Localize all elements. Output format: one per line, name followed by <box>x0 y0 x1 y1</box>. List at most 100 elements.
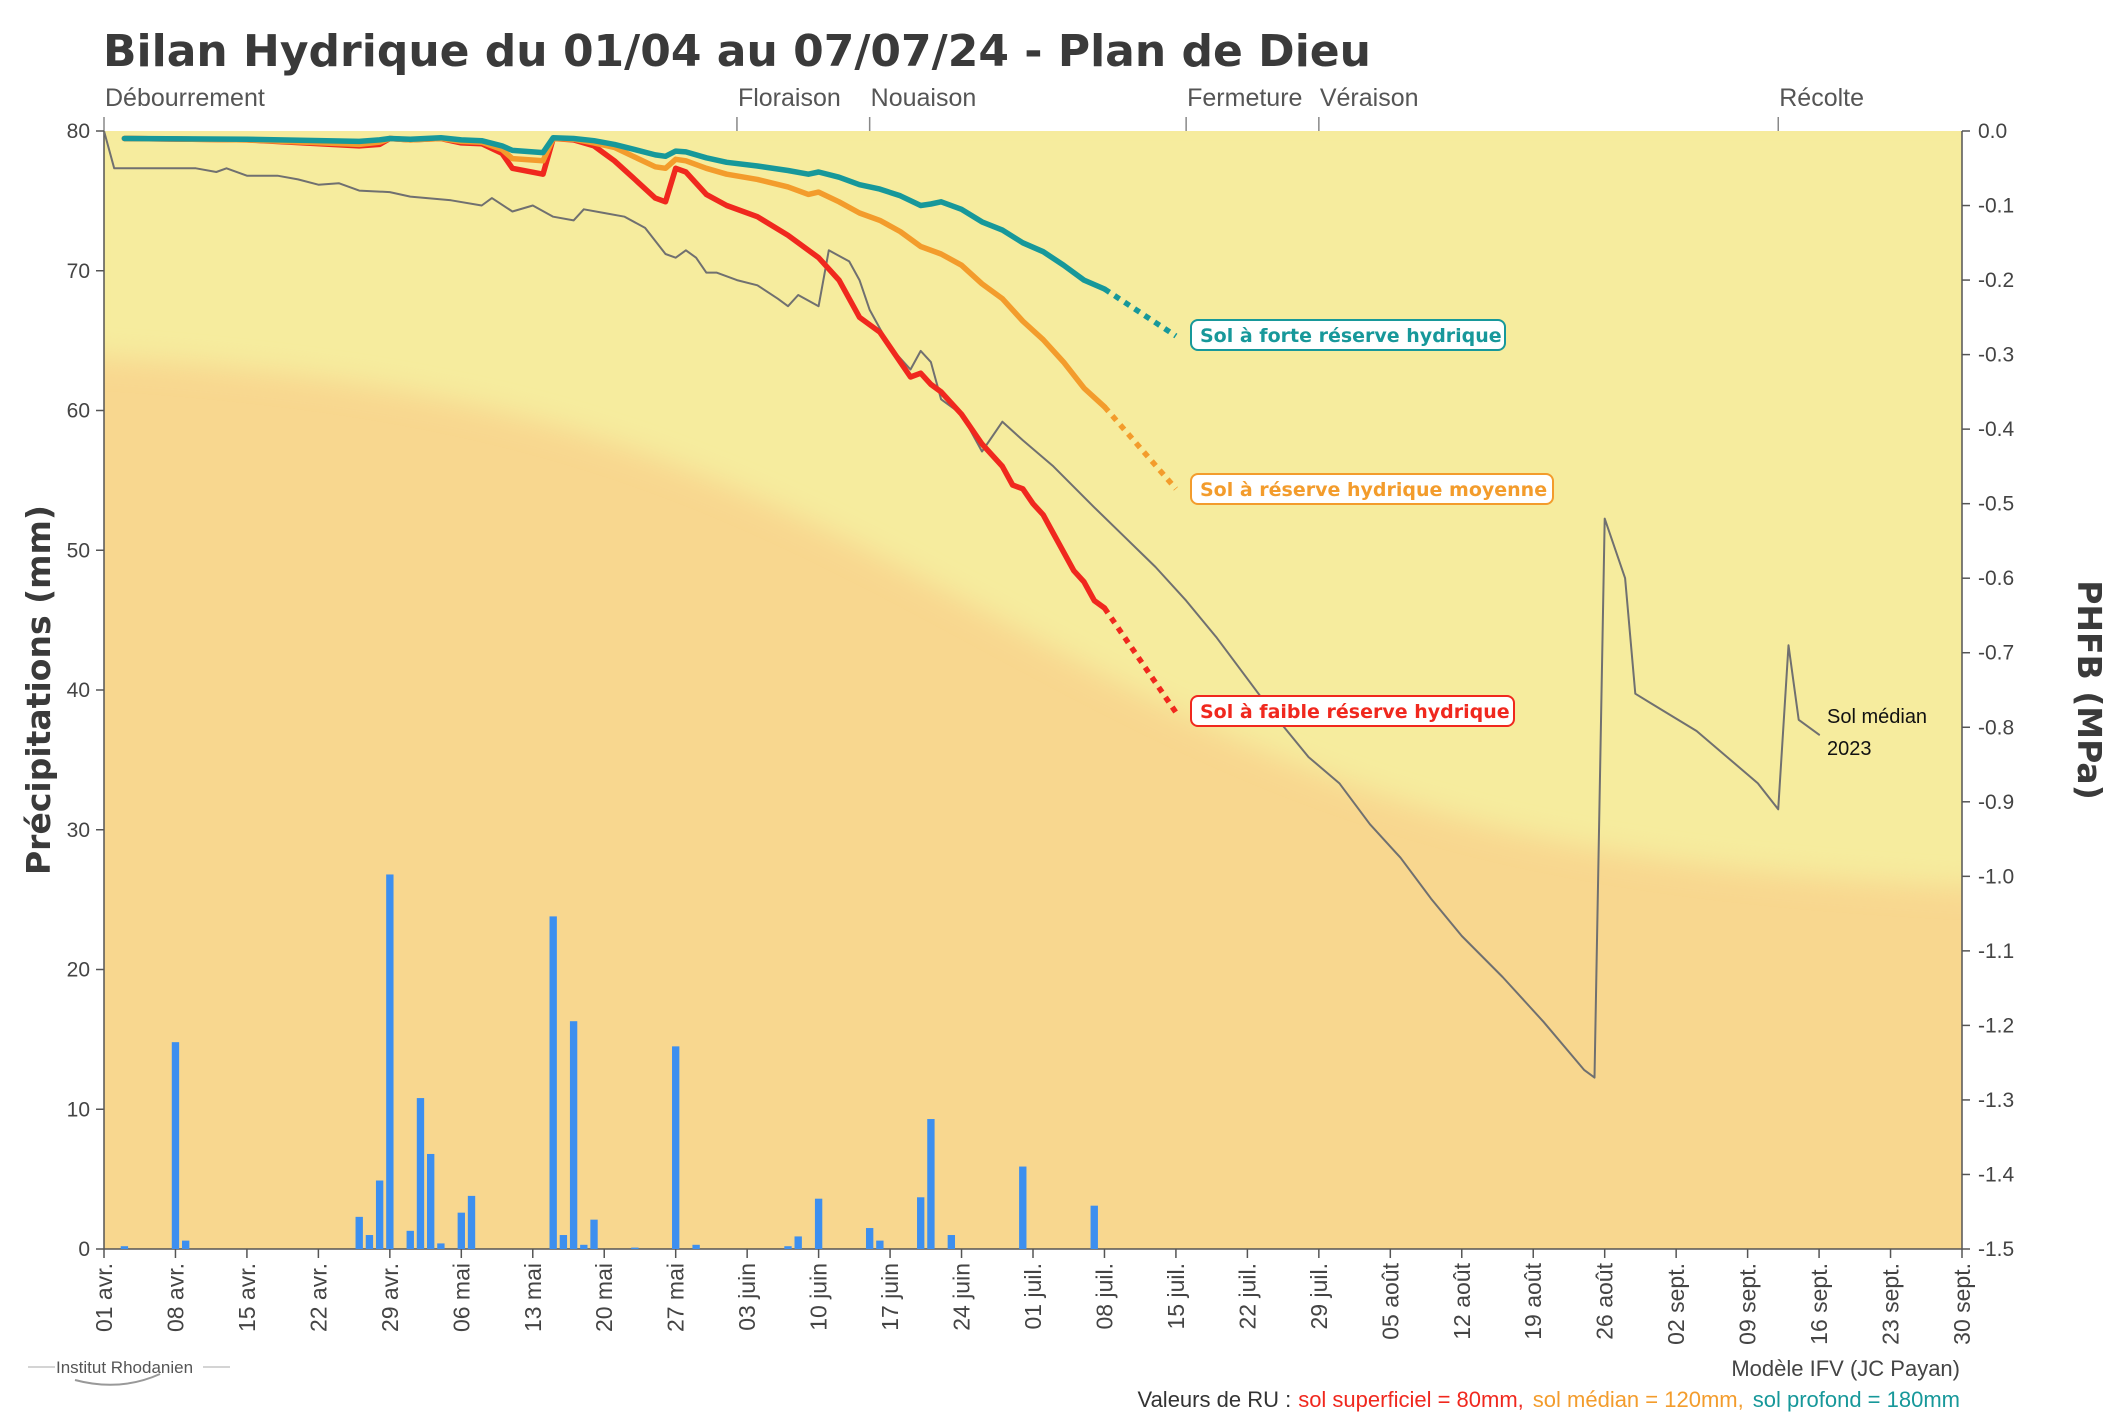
rain-bar <box>672 1046 680 1249</box>
x-tick-label: 15 avr. <box>234 1263 260 1332</box>
rain-bar <box>569 1021 578 1249</box>
rain-bar <box>580 1244 588 1249</box>
right-axis-label: PHFB (MPa) <box>2070 580 2109 800</box>
rain-bar <box>386 874 394 1249</box>
logo-text: Institut Rhodanien <box>56 1358 193 1377</box>
rain-bar <box>631 1247 639 1249</box>
rain-bar <box>559 1235 568 1249</box>
x-tick-label: 01 avr. <box>91 1263 117 1332</box>
series-forecast-low <box>1102 606 1179 714</box>
rain-bar <box>457 1212 465 1249</box>
left-tick-label: 80 <box>67 120 90 143</box>
ru-low: sol superficiel = 80mm, <box>1298 1387 1524 1412</box>
phenology-label: Récolte <box>1779 84 1864 112</box>
right-tick-label: -0.9 <box>1978 791 2014 814</box>
callout-mid-text: Sol à réserve hydrique moyenne <box>1200 479 1547 501</box>
x-tick-label: 22 juil. <box>1234 1263 1260 1329</box>
institut-logo: Institut Rhodanien <box>28 1358 230 1386</box>
x-tick-label: 15 juil. <box>1163 1263 1189 1329</box>
right-tick-label: -1.4 <box>1978 1163 2015 1186</box>
right-tick-label: -0.6 <box>1978 567 2014 590</box>
median-label-line2: 2023 <box>1827 738 1872 760</box>
rain-bars <box>120 874 1098 1249</box>
x-tick-label: 03 juin <box>734 1263 760 1331</box>
phenology-label: Débourrement <box>105 84 265 112</box>
x-tick-label: 29 juil. <box>1306 1263 1332 1329</box>
left-tick-label: 60 <box>67 400 90 423</box>
rain-bar <box>427 1153 435 1249</box>
rain-bar <box>794 1236 802 1249</box>
rain-bar <box>865 1228 874 1249</box>
rain-bar <box>549 916 557 1249</box>
x-tick-label: 13 mai <box>520 1263 546 1332</box>
rain-bar <box>181 1240 190 1249</box>
rain-bar <box>467 1195 476 1249</box>
rain-bar <box>876 1240 884 1249</box>
right-tick-label: -1.2 <box>1978 1014 2014 1037</box>
x-tick-label: 19 août <box>1520 1262 1546 1339</box>
x-tick-label: 17 juin <box>877 1263 903 1331</box>
right-tick-label: -0.2 <box>1978 269 2014 292</box>
right-tick-label: -0.4 <box>1978 418 2015 441</box>
right-tick-label: -1.1 <box>1978 940 2014 963</box>
rain-bar <box>917 1197 925 1249</box>
phenology-label: Floraison <box>738 84 841 112</box>
rain-bar <box>927 1119 935 1249</box>
rain-bar <box>365 1235 374 1249</box>
x-tick-label: 27 mai <box>663 1263 689 1332</box>
x-tick-label: 12 août <box>1449 1262 1475 1339</box>
rain-bar <box>814 1198 823 1249</box>
left-tick-label: 70 <box>67 260 90 283</box>
rain-bar <box>375 1180 384 1249</box>
x-tick-label: 24 juin <box>949 1263 975 1331</box>
ru-values: Valeurs de RU : sol superficiel = 80mm, so… <box>1138 1387 1960 1412</box>
phenology-label: Véraison <box>1320 84 1419 112</box>
x-tick-label: 20 mai <box>591 1263 617 1332</box>
series-line-median <box>104 131 1821 1079</box>
callout-high-text: Sol à forte réserve hydrique <box>1200 325 1502 347</box>
x-tick-label: 10 juin <box>806 1263 832 1331</box>
rain-bar <box>120 1246 129 1249</box>
x-tick-label: 08 juil. <box>1091 1263 1117 1329</box>
series-lines <box>104 131 1821 1079</box>
right-axis-ticks: 0.0 -0.1 -0.2 -0.3 -0.4 -0.5 -0.6 -0.7 -0.8 -0.9 -… <box>1962 120 2015 1261</box>
left-tick-label: 50 <box>67 539 90 562</box>
ru-mid: sol médian = 120mm, <box>1533 1387 1744 1412</box>
series-line-high <box>121 134 1108 292</box>
x-tick-label: 01 juil. <box>1020 1263 1046 1329</box>
rain-bar <box>416 1098 425 1249</box>
rain-bar <box>784 1246 792 1249</box>
right-tick-label: 0.0 <box>1978 120 2007 143</box>
right-tick-label: -0.3 <box>1978 344 2014 367</box>
x-tick-label: 08 avr. <box>162 1263 188 1332</box>
x-tick-label: 26 août <box>1592 1262 1618 1339</box>
rain-bar <box>692 1244 700 1249</box>
phenology-label: Fermeture <box>1187 84 1302 112</box>
phenology-stages: Débourrement Floraison Nouaison Fermeture Vé… <box>103 84 1864 131</box>
left-tick-label: 40 <box>67 679 90 702</box>
median-label-line1: Sol médian <box>1827 706 1927 728</box>
left-tick-label: 0 <box>78 1238 90 1261</box>
right-tick-label: -0.8 <box>1978 716 2014 739</box>
left-tick-label: 30 <box>67 819 90 842</box>
right-tick-label: -1.0 <box>1978 865 2014 888</box>
chart-title: Bilan Hydrique du 01/04 au 07/07/24 - Pl… <box>103 26 1371 77</box>
phenology-label: Nouaison <box>871 84 977 112</box>
rain-bar <box>171 1042 180 1249</box>
right-tick-label: -0.1 <box>1978 195 2014 218</box>
x-tick-label: 23 sept. <box>1878 1263 1904 1345</box>
x-tick-label: 09 sept. <box>1735 1263 1761 1345</box>
ru-prefix: Valeurs de RU : <box>1138 1387 1292 1412</box>
rain-bar <box>1090 1205 1098 1249</box>
x-tick-label: 06 mai <box>448 1263 474 1332</box>
left-tick-label: 10 <box>67 1098 90 1121</box>
x-axis-ticks: 01 avr. 08 avr. 15 avr. 22 avr. 29 avr. 06 ma… <box>91 1249 1975 1345</box>
callout-low: Sol à faible réserve hydrique <box>1190 695 1515 727</box>
x-tick-label: 22 avr. <box>305 1263 331 1332</box>
x-tick-label: 16 sept. <box>1806 1263 1832 1345</box>
rain-bar <box>947 1235 956 1249</box>
series-forecast-high <box>1102 286 1178 339</box>
x-tick-label: 30 sept. <box>1949 1263 1975 1345</box>
left-axis-ticks: 0 10 20 30 40 50 60 70 80 <box>67 120 104 1261</box>
